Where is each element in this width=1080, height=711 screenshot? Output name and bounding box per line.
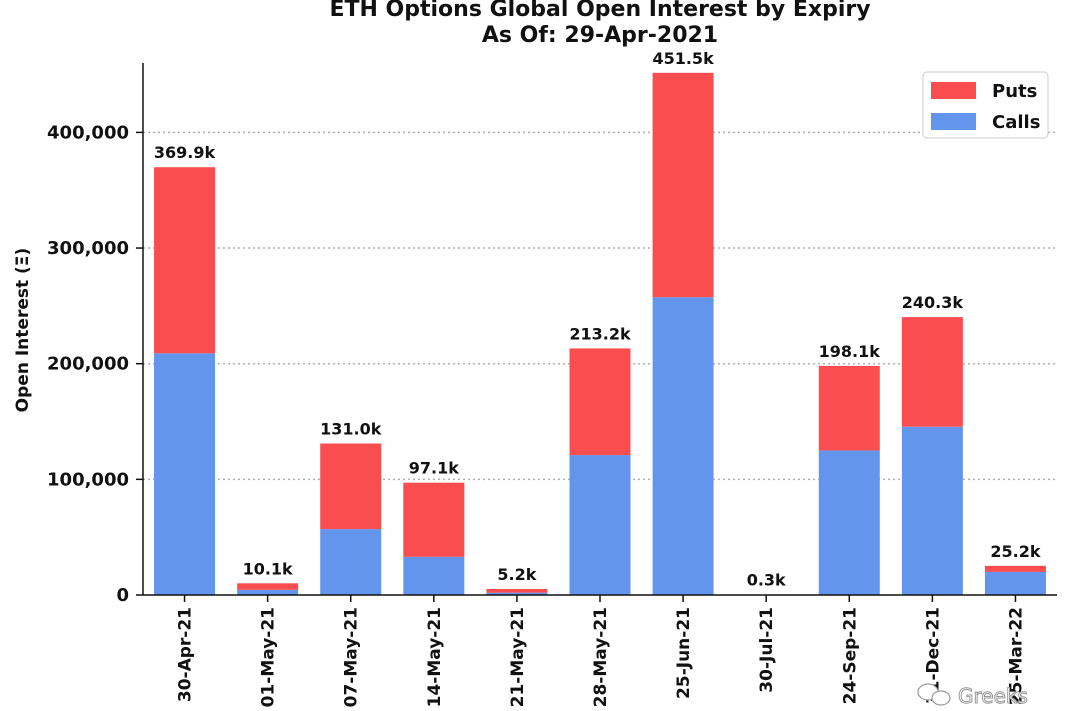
bars bbox=[154, 72, 1046, 595]
bar-calls-01-may-21 bbox=[237, 589, 299, 595]
chart-title: ETH Options Global Open Interest by Expi… bbox=[329, 0, 870, 22]
x-tick-label: 28-May-21 bbox=[591, 607, 611, 707]
x-tick-label: 14-May-21 bbox=[425, 607, 445, 707]
y-tick-label: 200,000 bbox=[47, 354, 129, 375]
y-axis-label: Open Interest (Ξ) bbox=[13, 248, 33, 413]
legend-swatch-puts bbox=[931, 82, 976, 99]
legend-label-calls: Calls bbox=[992, 112, 1040, 133]
bar-puts-21-may-21 bbox=[486, 588, 548, 593]
bar-puts-30-apr-21 bbox=[154, 167, 216, 354]
total-label: 25.2k bbox=[990, 542, 1040, 561]
total-label: 213.2k bbox=[569, 324, 631, 343]
wechat-icon bbox=[917, 683, 951, 706]
chart-subtitle: As Of: 29-Apr-2021 bbox=[482, 23, 718, 48]
bar-calls-07-may-21 bbox=[320, 529, 382, 595]
bar-puts-28-may-21 bbox=[569, 348, 631, 456]
x-tick-label: 01-May-21 bbox=[259, 607, 279, 707]
bar-calls-14-may-21 bbox=[403, 556, 465, 595]
bar-puts-31-dec-21 bbox=[901, 317, 963, 427]
y-tick-label: 400,000 bbox=[47, 122, 129, 143]
bar-puts-25-mar-22 bbox=[984, 565, 1046, 572]
bar-calls-24-sep-21 bbox=[818, 450, 880, 595]
total-label: 131.0k bbox=[320, 419, 382, 438]
x-tick-label: 25-Mar-22 bbox=[1006, 607, 1026, 705]
bar-calls-30-apr-21 bbox=[154, 353, 216, 595]
x-tick-label: 21-May-21 bbox=[508, 607, 528, 707]
bar-puts-07-may-21 bbox=[320, 443, 382, 530]
x-tick-label: 30-Apr-21 bbox=[176, 607, 196, 702]
x-tick-label: 31-Dec-21 bbox=[923, 607, 943, 704]
legend-swatch-calls bbox=[931, 113, 976, 130]
y-tick-label: 100,000 bbox=[47, 469, 129, 490]
legend-label-puts: Puts bbox=[992, 81, 1037, 102]
bar-calls-25-jun-21 bbox=[652, 297, 714, 595]
total-label: 5.2k bbox=[497, 565, 536, 584]
watermark: Greeks bbox=[917, 683, 1028, 709]
bar-calls-25-mar-22 bbox=[984, 571, 1046, 595]
bar-puts-24-sep-21 bbox=[818, 365, 880, 451]
bar-puts-25-jun-21 bbox=[652, 72, 714, 298]
total-label: 240.3k bbox=[902, 293, 964, 312]
total-label: 0.3k bbox=[747, 571, 786, 590]
total-label: 97.1k bbox=[409, 459, 459, 478]
y-tick-label: 300,000 bbox=[47, 238, 129, 259]
bar-calls-28-may-21 bbox=[569, 455, 631, 595]
data-labels: 369.9k 10.1k 131.0k 97.1k 5.2k 213.2k 451.5k 0.… bbox=[154, 49, 1041, 590]
bar-calls-31-dec-21 bbox=[901, 426, 963, 595]
x-tick-label: 07-May-21 bbox=[342, 607, 362, 707]
watermark-text: Greeks bbox=[958, 684, 1028, 708]
bar-puts-14-may-21 bbox=[403, 482, 465, 557]
bar-puts-01-may-21 bbox=[237, 583, 299, 590]
total-label: 198.1k bbox=[819, 342, 881, 361]
x-tick-label: 25-Jun-21 bbox=[674, 607, 694, 699]
x-tick-label: 24-Sep-21 bbox=[840, 607, 860, 704]
total-label: 451.5k bbox=[652, 49, 714, 68]
legend: Puts Calls bbox=[922, 71, 1049, 139]
total-label: 10.1k bbox=[243, 559, 293, 578]
x-tick-label: 30-Jul-21 bbox=[757, 607, 777, 693]
y-tick-label: 0 bbox=[116, 585, 129, 606]
bar-calls-21-may-21 bbox=[486, 592, 548, 595]
axes: 0 100,000 200,000 300,000 400,000 30-Apr-21 01… bbox=[47, 63, 1057, 707]
total-label: 369.9k bbox=[154, 143, 216, 162]
